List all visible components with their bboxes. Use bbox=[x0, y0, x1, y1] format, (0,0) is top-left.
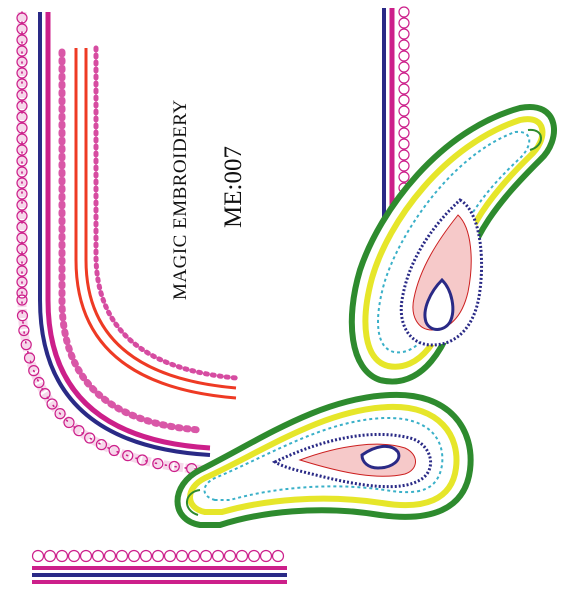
chain-loop bbox=[398, 50, 410, 62]
chain-loop bbox=[398, 17, 410, 29]
chain-loop bbox=[20, 339, 32, 351]
chain-loop bbox=[55, 549, 69, 563]
chain-loop bbox=[175, 549, 189, 563]
chain-loop bbox=[398, 127, 410, 139]
chain-loop bbox=[16, 155, 28, 167]
chain-loop bbox=[91, 549, 105, 563]
chain-loop bbox=[33, 376, 45, 389]
chain-loop bbox=[398, 160, 410, 172]
chain-loop bbox=[16, 254, 28, 266]
chain-loop bbox=[16, 232, 28, 244]
chain-loop bbox=[84, 432, 96, 444]
chain-loop bbox=[16, 177, 28, 189]
chain-loop bbox=[18, 324, 30, 337]
chain-loop bbox=[16, 243, 28, 255]
paisley-motif-upper bbox=[348, 103, 557, 385]
chain-loop bbox=[16, 210, 28, 222]
chain-loop bbox=[16, 294, 28, 306]
chain-loop bbox=[152, 458, 164, 470]
chain-loop bbox=[211, 549, 225, 563]
chain-loop bbox=[79, 549, 93, 563]
chain-loop bbox=[16, 276, 28, 288]
chain-loop bbox=[199, 549, 213, 563]
chain-loop bbox=[16, 111, 28, 123]
left-circle-chain bbox=[16, 12, 198, 475]
chain-loop bbox=[16, 45, 28, 57]
chain-loop bbox=[398, 94, 410, 106]
chain-loop bbox=[223, 549, 237, 563]
chain-loop bbox=[163, 549, 177, 563]
chain-loop bbox=[235, 549, 249, 563]
chain-loop bbox=[16, 100, 28, 112]
chain-loop bbox=[46, 398, 58, 410]
chain-loop bbox=[103, 549, 117, 563]
bottom-horizontal-border bbox=[31, 549, 287, 584]
chain-loop bbox=[398, 72, 410, 84]
chain-loop bbox=[398, 6, 410, 18]
paisley-motif-lower bbox=[174, 391, 474, 528]
chain-loop bbox=[95, 439, 108, 451]
chain-loop bbox=[398, 138, 410, 150]
design-code: ME:007 bbox=[220, 146, 247, 228]
chain-loop bbox=[139, 549, 153, 563]
chain-loop bbox=[187, 549, 201, 563]
chain-loop bbox=[16, 78, 28, 90]
brand-text: MAGIC EMBROIDERY bbox=[170, 99, 191, 300]
chain-loop bbox=[31, 549, 45, 563]
chain-loop bbox=[16, 122, 28, 134]
chain-loop bbox=[16, 67, 28, 79]
chain-loop bbox=[16, 89, 28, 101]
chain-loop bbox=[398, 149, 410, 161]
chain-loop bbox=[168, 460, 180, 473]
chain-loop bbox=[398, 28, 410, 40]
chain-loop bbox=[127, 549, 141, 563]
chain-loop bbox=[398, 39, 410, 51]
chain-loop bbox=[16, 310, 29, 322]
chain-loop bbox=[398, 83, 410, 95]
chain-loop bbox=[247, 549, 261, 563]
chain-loop bbox=[67, 549, 81, 563]
chain-loop bbox=[54, 408, 66, 420]
chain-loop bbox=[16, 12, 28, 24]
chain-loop bbox=[136, 454, 148, 466]
chain-loop bbox=[398, 116, 410, 128]
chain-loop bbox=[108, 444, 120, 457]
chain-loop bbox=[16, 166, 28, 178]
chain-loop bbox=[16, 221, 28, 233]
chain-loop bbox=[39, 388, 51, 400]
chain-loop bbox=[28, 365, 40, 377]
chain-loop bbox=[122, 450, 134, 462]
chain-loop bbox=[398, 105, 410, 117]
chain-loop bbox=[16, 133, 28, 145]
chain-loop bbox=[16, 56, 28, 68]
chain-loop bbox=[16, 287, 28, 299]
chain-loop bbox=[73, 425, 85, 437]
chain-loop bbox=[115, 549, 129, 563]
chain-loop bbox=[398, 61, 410, 73]
chain-loop bbox=[63, 416, 75, 429]
chain-loop bbox=[23, 352, 36, 364]
chain-loop bbox=[16, 23, 28, 35]
chain-loop bbox=[16, 265, 28, 277]
chain-loop bbox=[16, 34, 28, 46]
chain-loop bbox=[259, 549, 273, 563]
chain-loop bbox=[16, 144, 28, 156]
curved-neckline-border bbox=[17, 11, 239, 475]
chain-loop bbox=[151, 549, 165, 563]
chain-loop bbox=[16, 188, 28, 200]
chain-loop bbox=[271, 549, 285, 563]
right-vertical-border bbox=[382, 8, 395, 240]
chain-loop bbox=[43, 549, 57, 563]
chain-loop bbox=[16, 199, 28, 211]
chain-loop bbox=[398, 171, 410, 183]
